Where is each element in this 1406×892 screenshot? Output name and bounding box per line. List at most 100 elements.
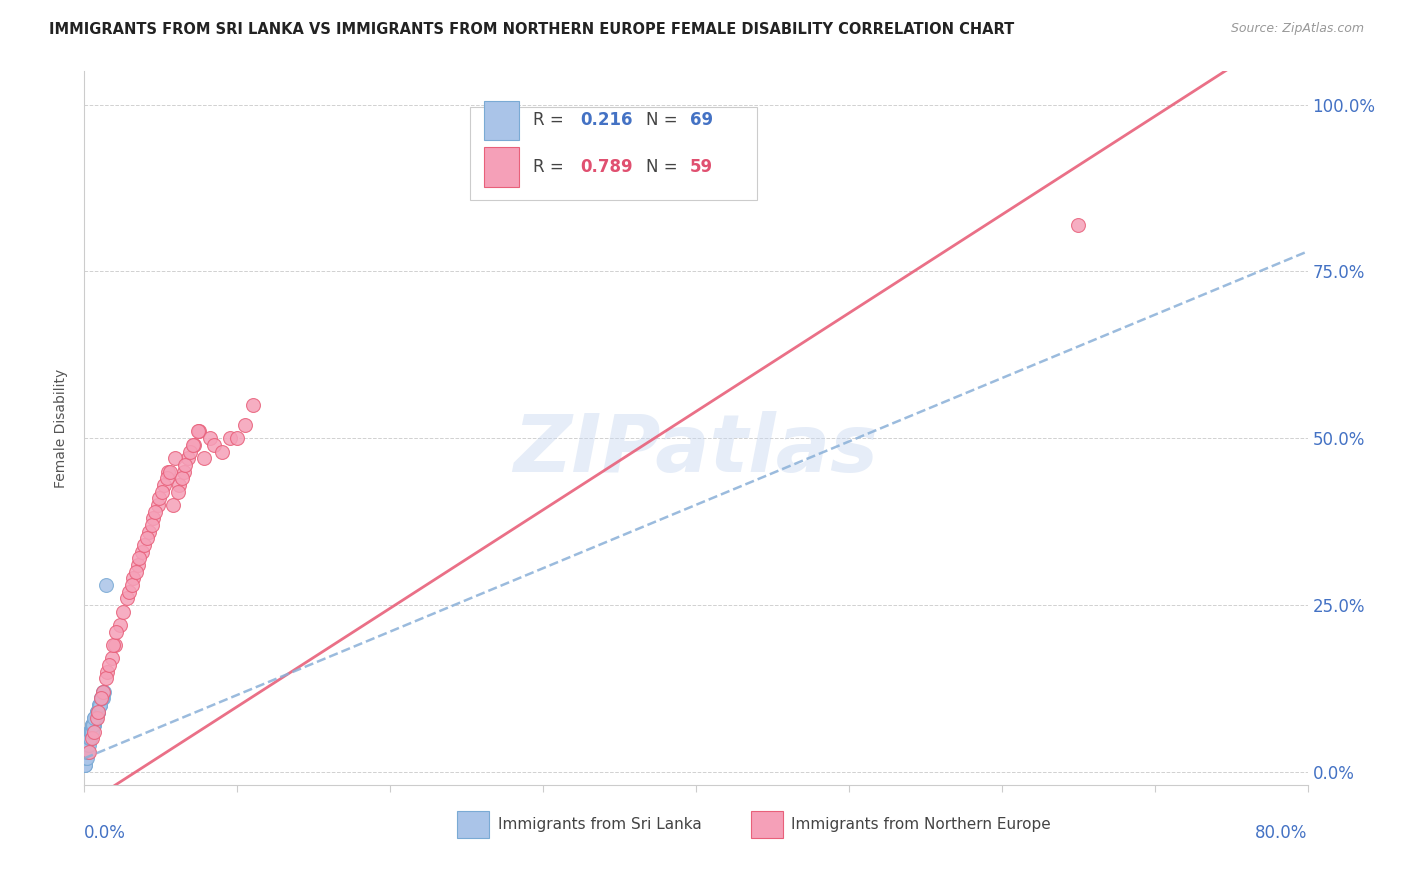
Point <box>105 624 128 639</box>
Point <box>76 745 98 759</box>
Point <box>162 498 184 512</box>
Point <box>128 551 150 566</box>
Text: 69: 69 <box>690 112 713 129</box>
Point <box>84 711 107 725</box>
Point <box>80 718 103 732</box>
Point <box>84 711 107 725</box>
Point <box>75 751 97 765</box>
Point <box>153 478 176 492</box>
Point <box>156 471 179 485</box>
FancyBboxPatch shape <box>470 107 758 200</box>
Point <box>202 438 225 452</box>
Point <box>138 524 160 539</box>
Point <box>1067 218 1090 232</box>
Point <box>127 558 149 572</box>
Text: 0.789: 0.789 <box>579 158 633 176</box>
Point <box>86 711 108 725</box>
Point <box>86 705 108 719</box>
Point <box>87 705 110 719</box>
Point <box>77 745 100 759</box>
Point <box>86 705 108 719</box>
Point <box>233 417 256 432</box>
Bar <box>457 812 489 838</box>
Point <box>108 618 131 632</box>
Point <box>77 745 100 759</box>
Point <box>174 458 197 472</box>
Point <box>82 718 104 732</box>
Point <box>84 711 107 725</box>
Text: N =: N = <box>645 158 683 176</box>
Text: 0.216: 0.216 <box>579 112 633 129</box>
Bar <box>751 812 783 838</box>
Point <box>91 684 114 698</box>
Point <box>183 438 205 452</box>
Point <box>82 718 104 732</box>
Point <box>167 478 190 492</box>
Text: R =: R = <box>533 158 569 176</box>
Point <box>93 684 115 698</box>
Point <box>91 684 114 698</box>
Point <box>146 498 169 512</box>
Point <box>91 691 114 706</box>
Point <box>142 511 165 525</box>
Point <box>76 745 98 759</box>
Bar <box>484 101 519 140</box>
Point <box>163 451 186 466</box>
Point <box>83 718 105 732</box>
Point <box>94 671 117 685</box>
Point <box>77 738 100 752</box>
Point <box>91 691 114 706</box>
Point <box>179 444 201 458</box>
Point <box>150 484 173 499</box>
Point <box>83 711 105 725</box>
Bar <box>484 147 519 186</box>
Point <box>104 638 127 652</box>
Point <box>103 638 125 652</box>
Point <box>148 491 170 506</box>
Text: ZIPatlas: ZIPatlas <box>513 410 879 489</box>
Point <box>87 705 110 719</box>
Point <box>79 731 101 746</box>
Point <box>75 738 97 752</box>
Point <box>79 731 101 746</box>
Point <box>80 731 103 746</box>
Y-axis label: Female Disability: Female Disability <box>55 368 69 488</box>
Point <box>177 451 200 466</box>
Point <box>181 438 204 452</box>
Point <box>87 705 110 719</box>
Point <box>83 718 105 732</box>
Point <box>89 698 111 712</box>
Point <box>121 578 143 592</box>
Point <box>218 431 240 445</box>
Point <box>76 745 98 759</box>
Point <box>84 711 107 725</box>
Point <box>90 691 112 706</box>
Point <box>79 724 101 739</box>
Text: 80.0%: 80.0% <box>1256 824 1308 842</box>
Point <box>131 544 153 558</box>
Text: 0.0%: 0.0% <box>84 824 127 842</box>
Point <box>80 724 103 739</box>
Point <box>79 731 101 746</box>
Point <box>82 718 104 732</box>
Point <box>93 684 115 698</box>
Point <box>89 698 111 712</box>
Point <box>90 691 112 706</box>
Point <box>80 724 103 739</box>
Text: 59: 59 <box>690 158 713 176</box>
Point <box>157 465 180 479</box>
Point <box>76 731 98 746</box>
Point <box>122 571 145 585</box>
Text: Immigrants from Sri Lanka: Immigrants from Sri Lanka <box>498 817 702 832</box>
Point <box>80 724 103 739</box>
Text: Immigrants from Northern Europe: Immigrants from Northern Europe <box>792 817 1052 832</box>
Point <box>136 531 159 545</box>
Point <box>132 538 155 552</box>
Point <box>115 591 138 606</box>
Point <box>80 724 103 739</box>
Point <box>159 465 181 479</box>
Point <box>166 484 188 499</box>
Point <box>83 711 105 725</box>
Point <box>77 724 100 739</box>
Point <box>89 698 111 712</box>
